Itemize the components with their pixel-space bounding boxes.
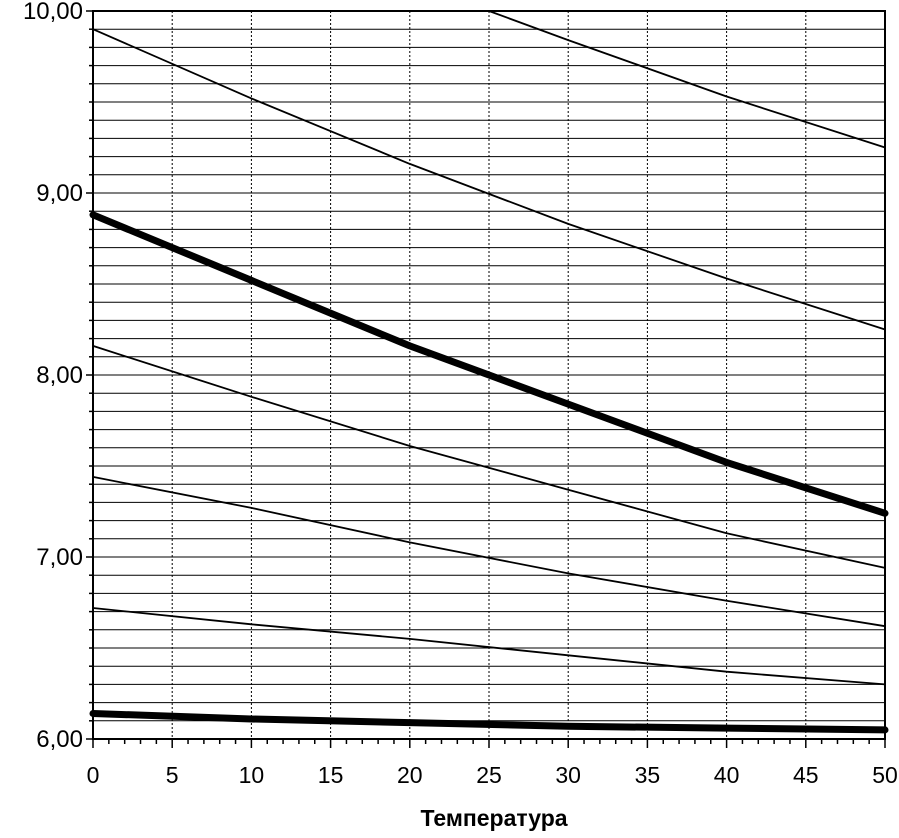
y-tick-label: 9,00	[36, 180, 83, 207]
axis-ticks	[86, 10, 886, 748]
series-group	[89, 10, 889, 734]
x-tick-label: 40	[714, 762, 740, 788]
x-tick-label: 30	[555, 762, 581, 788]
x-tick-label: 35	[635, 762, 661, 788]
x-tick-label: 20	[397, 762, 423, 788]
x-tick-label: 25	[476, 762, 502, 788]
y-tick-label: 10,00	[23, 0, 83, 25]
y-tick-label: 7,00	[36, 544, 83, 571]
series-line-2	[92, 607, 886, 686]
axis-labels: 6,00 7,00 8,00 9,00 10,00 0 5 10 15 20 25 30 35 40 45 5…	[23, 0, 898, 788]
x-tick-label: 45	[793, 762, 819, 788]
grid	[93, 11, 885, 739]
y-tick-label: 8,00	[36, 362, 83, 389]
x-tick-label: 15	[318, 762, 344, 788]
series-line-3	[92, 475, 886, 628]
series-line-6	[92, 28, 886, 331]
series-line-1	[89, 710, 889, 734]
y-tick-label: 6,00	[36, 726, 83, 753]
series-line-7	[488, 10, 886, 149]
x-tick-label: 0	[87, 762, 100, 788]
series-line-5	[89, 211, 889, 517]
x-tick-label: 10	[239, 762, 265, 788]
x-tick-label: 50	[872, 762, 898, 788]
series-line-4	[92, 344, 886, 569]
x-axis-label: Температура	[420, 805, 567, 831]
x-tick-label: 5	[166, 762, 179, 788]
